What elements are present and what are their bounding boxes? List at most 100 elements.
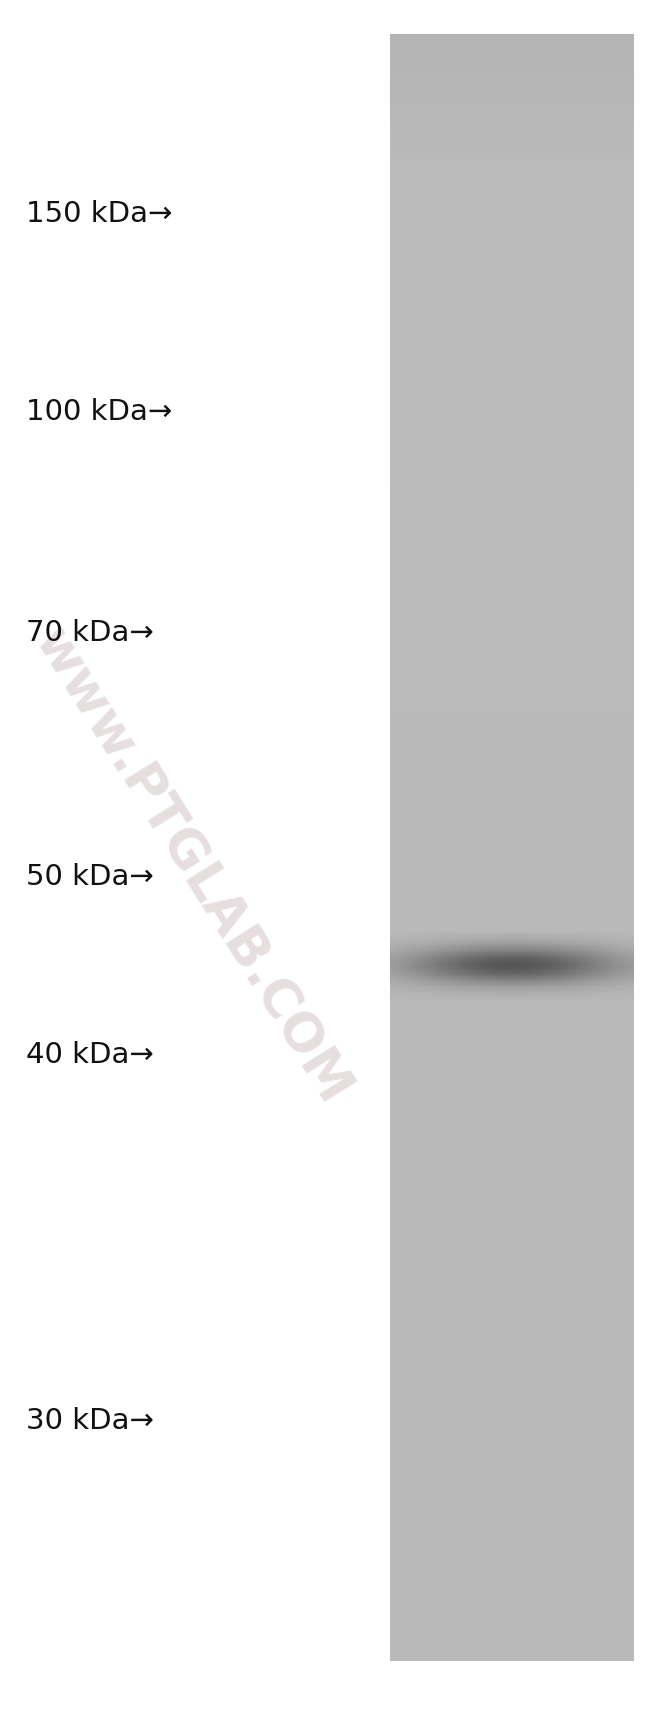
Bar: [390, 510, 634, 514]
Bar: [390, 185, 634, 189]
Bar: [390, 682, 634, 685]
Bar: [390, 1043, 634, 1047]
Bar: [390, 417, 634, 420]
Text: 70 kDa→: 70 kDa→: [26, 619, 154, 647]
Bar: [390, 206, 634, 209]
Bar: [390, 1417, 634, 1420]
Bar: [390, 875, 634, 881]
Bar: [390, 713, 634, 718]
Bar: [390, 1408, 634, 1413]
Bar: [390, 1201, 634, 1206]
Bar: [390, 263, 634, 266]
Bar: [390, 1640, 634, 1645]
Bar: [390, 1564, 634, 1567]
Bar: [390, 1100, 634, 1104]
Bar: [390, 709, 634, 713]
Bar: [390, 100, 634, 104]
Bar: [390, 1445, 634, 1450]
Bar: [390, 872, 634, 875]
Bar: [390, 393, 634, 396]
Bar: [390, 1026, 634, 1031]
Bar: [390, 905, 634, 908]
Bar: [390, 791, 634, 794]
Bar: [390, 112, 634, 116]
Bar: [390, 526, 634, 531]
Bar: [390, 1652, 634, 1657]
Bar: [390, 1607, 634, 1612]
Bar: [390, 1486, 634, 1490]
Bar: [390, 438, 634, 441]
Bar: [390, 1227, 634, 1230]
Bar: [390, 1555, 634, 1559]
Bar: [390, 92, 634, 95]
Bar: [390, 751, 634, 754]
Bar: [390, 344, 634, 348]
Bar: [390, 1266, 634, 1270]
Bar: [390, 372, 634, 375]
Bar: [390, 514, 634, 519]
Bar: [390, 1420, 634, 1426]
Bar: [390, 1552, 634, 1555]
Bar: [390, 1308, 634, 1311]
Bar: [390, 868, 634, 872]
Bar: [390, 580, 634, 583]
Bar: [390, 47, 634, 50]
Bar: [390, 625, 634, 628]
Bar: [390, 1189, 634, 1194]
Bar: [390, 1426, 634, 1429]
Bar: [390, 1514, 634, 1519]
Bar: [390, 746, 634, 751]
Bar: [390, 1278, 634, 1282]
Bar: [390, 848, 634, 851]
Bar: [390, 595, 634, 600]
Bar: [390, 498, 634, 502]
Bar: [390, 983, 634, 986]
Bar: [390, 1474, 634, 1477]
Bar: [390, 1161, 634, 1164]
Bar: [390, 538, 634, 543]
Bar: [390, 495, 634, 498]
Bar: [390, 315, 634, 318]
Bar: [390, 1254, 634, 1258]
Bar: [390, 209, 634, 213]
Bar: [390, 270, 634, 275]
Bar: [390, 950, 634, 953]
Bar: [390, 1112, 634, 1116]
Bar: [390, 917, 634, 920]
Bar: [390, 1320, 634, 1323]
Bar: [390, 920, 634, 926]
Bar: [390, 932, 634, 938]
Bar: [390, 149, 634, 152]
Bar: [390, 164, 634, 170]
Bar: [390, 1657, 634, 1661]
Bar: [390, 1510, 634, 1514]
Bar: [390, 889, 634, 893]
Bar: [390, 953, 634, 957]
Bar: [390, 652, 634, 657]
Bar: [390, 543, 634, 547]
Bar: [390, 718, 634, 721]
Bar: [390, 1270, 634, 1275]
Bar: [390, 1038, 634, 1043]
Bar: [390, 279, 634, 282]
Bar: [390, 1483, 634, 1486]
Bar: [390, 571, 634, 576]
Bar: [390, 360, 634, 363]
Bar: [390, 1616, 634, 1619]
Bar: [390, 856, 634, 860]
Bar: [390, 607, 634, 612]
Bar: [390, 1360, 634, 1363]
Bar: [390, 486, 634, 490]
Bar: [390, 1356, 634, 1360]
Bar: [390, 1294, 634, 1299]
Bar: [390, 945, 634, 950]
Bar: [390, 808, 634, 811]
Bar: [390, 225, 634, 230]
Bar: [390, 1221, 634, 1227]
Bar: [390, 384, 634, 388]
Bar: [390, 1239, 634, 1242]
Bar: [390, 567, 634, 571]
Bar: [390, 1543, 634, 1547]
Bar: [390, 1022, 634, 1026]
Bar: [390, 555, 634, 559]
